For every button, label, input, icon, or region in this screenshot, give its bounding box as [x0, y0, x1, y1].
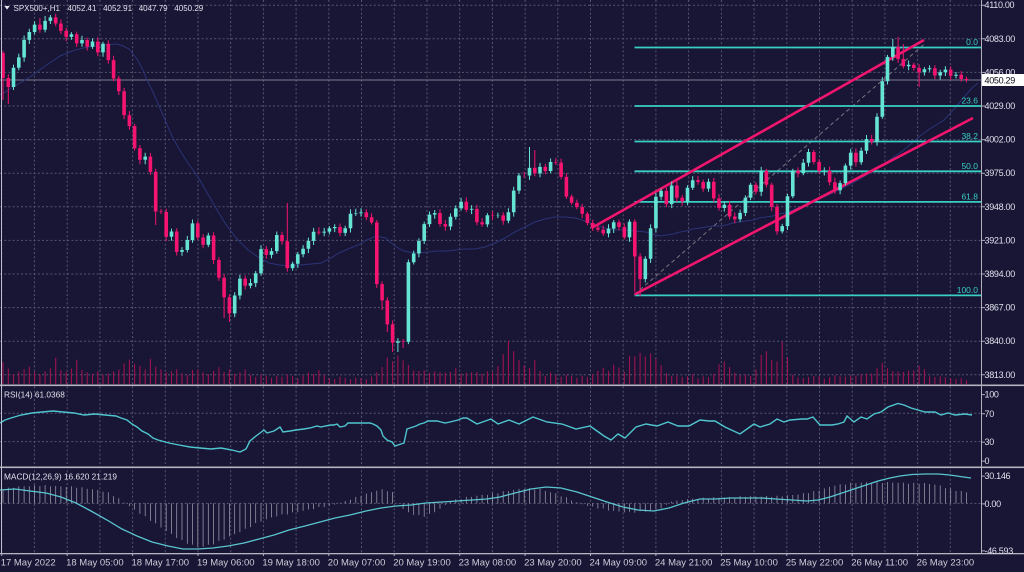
- svg-text:3867.00: 3867.00: [985, 303, 1016, 313]
- svg-text:18 May 05:00: 18 May 05:00: [66, 558, 124, 569]
- svg-text:3921.00: 3921.00: [985, 235, 1016, 245]
- svg-text:18 May 17:00: 18 May 17:00: [132, 558, 190, 569]
- svg-text:70: 70: [985, 409, 995, 419]
- svg-text:4029.00: 4029.00: [985, 101, 1016, 111]
- svg-text:4083.00: 4083.00: [985, 34, 1016, 44]
- svg-text:19 May 06:00: 19 May 06:00: [197, 558, 255, 569]
- svg-text:4050.29: 4050.29: [174, 4, 203, 13]
- svg-text:-46.593: -46.593: [985, 546, 1014, 556]
- svg-text:24 May 09:00: 24 May 09:00: [590, 558, 648, 569]
- svg-text:20 May 07:00: 20 May 07:00: [328, 558, 386, 569]
- svg-text:50.0: 50.0: [961, 161, 978, 171]
- svg-text:4050.29: 4050.29: [985, 76, 1016, 86]
- svg-text:25 May 22:00: 25 May 22:00: [786, 558, 844, 569]
- svg-text:26 May 11:00: 26 May 11:00: [851, 558, 908, 569]
- svg-text:24 May 21:00: 24 May 21:00: [655, 558, 713, 569]
- svg-text:4052.41: 4052.41: [68, 4, 97, 13]
- svg-text:100.0: 100.0: [957, 285, 979, 295]
- svg-text:4002.00: 4002.00: [985, 135, 1016, 145]
- svg-text:4110.00: 4110.00: [985, 0, 1015, 10]
- svg-text:19 May 18:00: 19 May 18:00: [262, 558, 320, 569]
- svg-text:4052.91: 4052.91: [103, 4, 132, 13]
- svg-text:17 May 2022: 17 May 2022: [1, 558, 56, 569]
- svg-text:RSI(14) 61.0368: RSI(14) 61.0368: [4, 390, 65, 400]
- svg-text:20 May 19:00: 20 May 19:00: [393, 558, 451, 569]
- svg-text:MACD(12,26,9) 16.620 21.219: MACD(12,26,9) 16.620 21.219: [4, 472, 117, 482]
- svg-text:61.8: 61.8: [961, 191, 978, 201]
- svg-text:25 May 10:00: 25 May 10:00: [720, 558, 778, 569]
- svg-text:23 May 20:00: 23 May 20:00: [524, 558, 582, 569]
- svg-text:100: 100: [985, 390, 999, 400]
- svg-text:23 May 08:00: 23 May 08:00: [459, 558, 517, 569]
- svg-text:23.6: 23.6: [961, 96, 978, 106]
- svg-text:0: 0: [985, 456, 990, 466]
- svg-text:SPX500+,H1: SPX500+,H1: [14, 4, 61, 13]
- svg-text:3948.00: 3948.00: [985, 202, 1016, 212]
- svg-text:3975.00: 3975.00: [985, 168, 1016, 178]
- svg-text:3840.00: 3840.00: [985, 336, 1016, 346]
- svg-text:26 May 23:00: 26 May 23:00: [917, 558, 975, 569]
- svg-text:30: 30: [985, 437, 995, 447]
- svg-text:4056.00: 4056.00: [985, 67, 1016, 77]
- svg-text:0.0: 0.0: [966, 37, 978, 47]
- svg-text:38.2: 38.2: [961, 131, 978, 141]
- svg-text:30.146: 30.146: [985, 471, 1011, 481]
- svg-text:3894.00: 3894.00: [985, 269, 1016, 279]
- svg-text:0.00: 0.00: [985, 499, 1002, 509]
- svg-text:4047.79: 4047.79: [139, 4, 168, 13]
- svg-text:3813.00: 3813.00: [985, 370, 1016, 380]
